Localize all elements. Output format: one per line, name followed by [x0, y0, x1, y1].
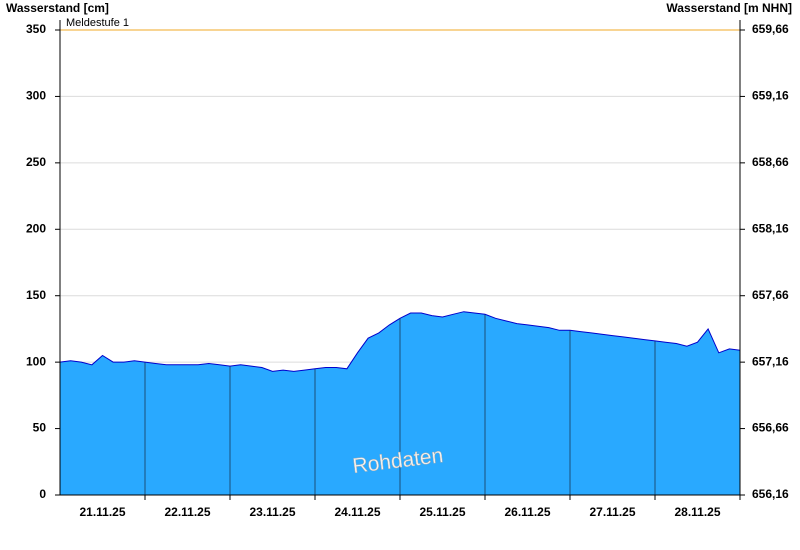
y2-axis-label: Wasserstand [m NHN] — [666, 1, 792, 15]
y2-tick-label: 657,66 — [752, 288, 789, 302]
y-tick-label: 300 — [26, 89, 46, 103]
x-tick-label: 27.11.25 — [589, 505, 635, 519]
y-tick-label: 0 — [39, 487, 46, 501]
x-tick-label: 21.11.25 — [79, 505, 125, 519]
line — [59, 311, 741, 372]
y-tick-label: 200 — [26, 221, 46, 235]
x-tick-label: 28.11.25 — [674, 505, 720, 519]
y-tick-label: 150 — [26, 288, 46, 302]
x-tick-label: 22.11.25 — [164, 505, 210, 519]
y2-tick-label: 658,16 — [752, 221, 789, 235]
y2-tick-label: 656,66 — [752, 421, 789, 435]
x-tick-label: 26.11.25 — [504, 505, 550, 519]
y-axis-label: Wasserstand [cm] — [6, 1, 109, 15]
x-tick-label: 24.11.25 — [334, 505, 380, 519]
x-tick-label: 23.11.25 — [249, 505, 295, 519]
x-tick-label: 25.11.25 — [419, 505, 465, 519]
y2-tick-label: 657,16 — [752, 354, 789, 368]
y-tick-label: 50 — [33, 421, 47, 435]
y2-tick-label: 656,16 — [752, 487, 789, 501]
y2-tick-label: 659,16 — [752, 89, 789, 103]
reference-label: Meldestufe 1 — [66, 17, 129, 29]
y2-tick-label: 658,66 — [752, 155, 789, 169]
y-tick-label: 100 — [26, 354, 46, 368]
y2-tick-label: 659,66 — [752, 22, 789, 36]
y-tick-label: 250 — [26, 155, 46, 169]
y-tick-label: 350 — [26, 22, 46, 36]
